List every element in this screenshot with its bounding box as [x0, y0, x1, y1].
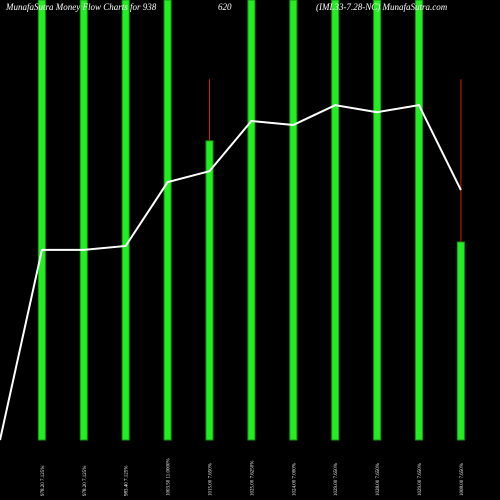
bar — [37, 0, 46, 441]
bar — [163, 0, 172, 441]
bar — [456, 241, 465, 441]
x-tick-label: 1029.00 7.650% — [334, 463, 339, 496]
x-tick-label: 1029.00 7.650% — [418, 463, 423, 496]
bar — [289, 0, 298, 441]
bar — [331, 0, 340, 441]
x-tick-label: 1028.00 7.650% — [376, 463, 381, 496]
x-tick-label: 978.20 7.125% — [83, 466, 88, 496]
x-tick-label: 1024.00 7.000% — [292, 463, 297, 496]
chart-title: (IML33-7.28-NC) MunafaSutra.com — [316, 2, 448, 12]
marks — [37, 0, 465, 441]
bar — [373, 0, 382, 441]
chart-title: MunafaSutra Money Flow Charts for 938 — [5, 2, 157, 12]
chart-title: 620 — [218, 2, 232, 12]
bar — [415, 0, 423, 441]
bar — [121, 0, 130, 441]
x-tick-label: 978.20 7.125% — [41, 466, 46, 496]
x-tick-label: 1003.50 11.0000% — [167, 458, 172, 496]
bar — [79, 0, 88, 441]
bar — [205, 140, 214, 441]
x-tick-label: 983.40 7.125% — [125, 466, 130, 496]
trend-line — [0, 104, 462, 441]
x-tick-label: 1008.00 7.650% — [460, 463, 465, 496]
x-tick-label: 1015.00 7.650% — [209, 463, 214, 496]
bar — [247, 0, 256, 441]
x-tick-label: 1025.00 7.6250% — [250, 461, 255, 496]
